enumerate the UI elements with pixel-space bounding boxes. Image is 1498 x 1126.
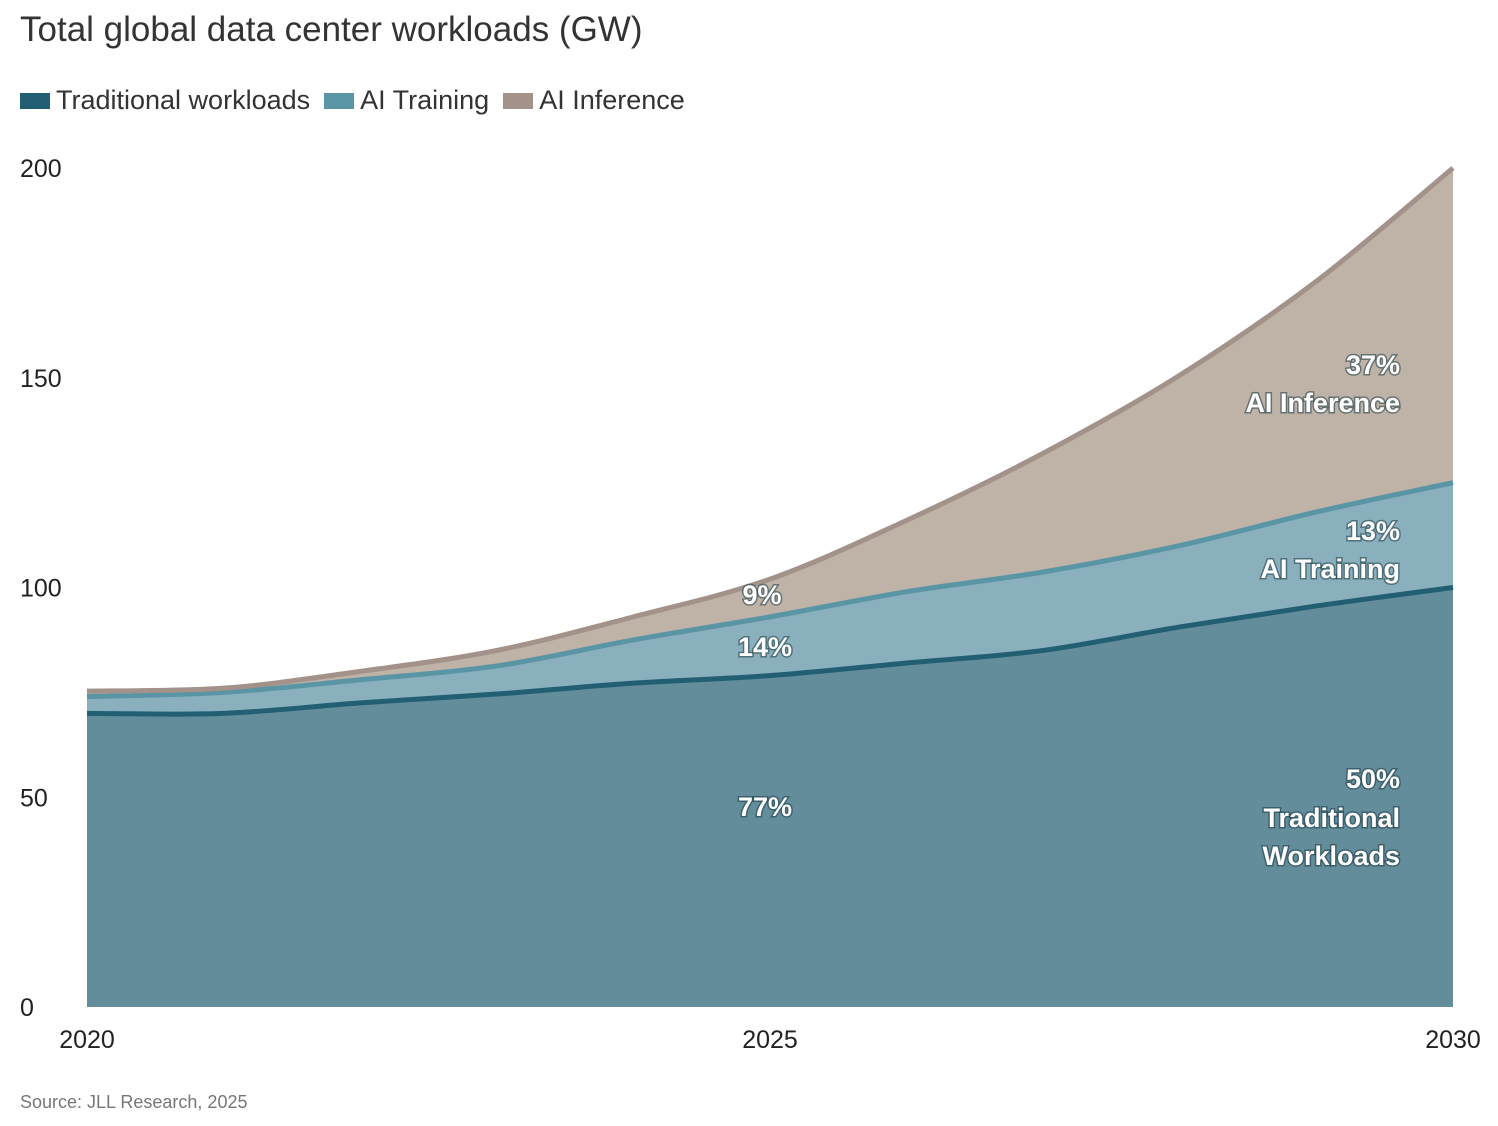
legend-item-inference: AI Inference: [503, 85, 685, 116]
legend-swatch: [503, 92, 534, 109]
y-tick-label: 150: [20, 365, 62, 393]
annotation-traditional-2030-label: Traditional: [1263, 803, 1400, 833]
annotation-traditional-2025: 77%: [738, 792, 792, 822]
chart-title: Total global data center workloads (GW): [20, 10, 643, 49]
legend-label: AI Inference: [539, 85, 685, 115]
annotation-training-2025: 14%: [738, 632, 792, 662]
legend: Traditional workloads AI Training AI Inf…: [20, 85, 685, 116]
legend-label: Traditional workloads: [56, 85, 311, 115]
y-tick-label: 200: [20, 155, 62, 183]
annotation-training-2030-pct: 13%: [1346, 516, 1400, 546]
annotation-training-2030-label: AI Training: [1260, 554, 1400, 584]
annotation-inference-2030-label: AI Inference: [1245, 388, 1400, 418]
x-tick-label: 2020: [59, 1026, 115, 1054]
legend-swatch: [20, 92, 50, 109]
annotation-inference-2030-pct: 37%: [1346, 350, 1400, 380]
annotation-traditional-2030-pct: 50%: [1346, 764, 1400, 794]
line-training: [86, 480, 1454, 700]
legend-item-training: AI Training: [324, 85, 489, 116]
x-tick-label: 2030: [1425, 1026, 1481, 1054]
legend-label: AI Training: [360, 85, 490, 115]
line-traditional: [86, 585, 1454, 717]
source-note: Source: JLL Research, 2025: [20, 1092, 248, 1112]
y-tick-label: 100: [20, 575, 62, 603]
x-tick-label: 2025: [742, 1026, 798, 1054]
annotation-traditional-2030-label: Workloads: [1262, 841, 1400, 871]
area-traditional: [87, 587, 1453, 1007]
legend-item-traditional: Traditional workloads: [20, 85, 310, 116]
y-tick-label: 50: [20, 784, 48, 812]
legend-swatch: [324, 92, 355, 109]
annotation-inference-2025: 9%: [742, 580, 781, 610]
y-tick-label: 0: [20, 994, 34, 1022]
line-inference: [86, 166, 1455, 694]
